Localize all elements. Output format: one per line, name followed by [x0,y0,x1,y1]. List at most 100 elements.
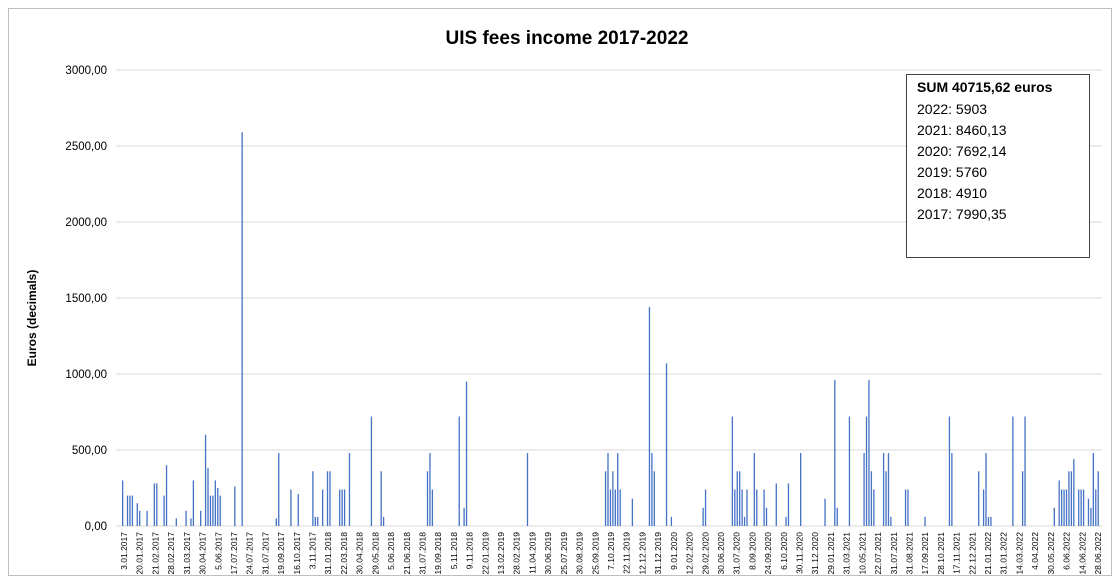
bar [122,480,124,526]
y-tick-label: 1000,00 [65,369,107,381]
y-tick-label: 2000,00 [65,217,107,229]
x-tick-label: 5.06.2018 [386,532,396,570]
bar [146,510,148,526]
x-tick-label: 7.10.2019 [606,532,616,570]
bar [1090,507,1092,526]
bar [904,489,907,526]
bar [156,483,158,526]
x-tick-label: 31.01.2022 [999,532,1009,575]
bar [314,516,316,526]
bar [185,510,187,526]
x-tick-label: 28.02.2017 [166,532,176,575]
x-tick-label: 6.06.2022 [1062,532,1072,570]
x-tick-label: 29.05.2018 [370,532,380,575]
x-tick-label: 28.06.2022 [1093,532,1103,575]
bar [868,380,870,526]
bar [951,453,953,526]
x-tick-label: 29.02.2020 [700,532,710,575]
bar [1070,471,1073,526]
bar [648,307,651,526]
y-tick-label: 3000,00 [65,65,107,77]
x-tick-label: 10.05.2021 [857,532,867,575]
x-tick-label: 8.09.2020 [747,532,757,570]
x-tick-label: 22.07.2021 [873,532,883,575]
bar [1073,459,1075,526]
bar [465,381,468,526]
x-tick-labels: 3.01.2017 20.01.2017 21.02.2017 28.02.2017 3… [119,532,1103,575]
x-tick-label: 31.08.2021 [905,532,915,575]
x-tick-label: 16.10.2017 [292,532,302,575]
bar [192,480,195,526]
bar [787,483,790,526]
bar [190,518,192,526]
x-tick-label: 21.06.2018 [402,532,412,575]
bar [458,416,460,526]
bar [278,453,280,526]
bar [739,471,741,526]
bar [753,453,755,526]
bar [380,471,382,526]
bar [1068,471,1070,526]
bar [619,489,621,526]
bar [1087,498,1090,526]
bar [985,453,987,526]
summary-year-2018: 2018: 4910 [917,185,988,201]
x-tick-label: 9.01.2020 [669,532,679,570]
bar [312,471,314,526]
bar [1012,416,1014,526]
bar [865,416,868,526]
bar [731,416,734,526]
bar [1024,416,1026,526]
x-tick-label: 28.02.2019 [512,532,522,575]
x-tick-label: 30.08.2019 [575,532,585,575]
y-tick-label: 1500,00 [65,293,107,305]
bar [746,489,748,526]
summary-year-2019: 2019: 5760 [917,164,988,180]
x-tick-label: 11.04.2019 [528,532,538,574]
bar [763,489,765,526]
bar [129,495,131,526]
bar [756,489,758,526]
y-tick-label: 2500,00 [65,141,107,153]
bar [139,510,141,526]
x-tick-label: 12.02.2020 [685,532,695,575]
bar [609,489,612,526]
bar [1082,489,1085,526]
summary-year-2022: 2022: 5903 [917,101,988,117]
x-tick-label: 31.03.2021 [842,532,852,575]
bar [741,489,743,526]
bar [165,465,168,526]
x-tick-label: 30.06.2020 [716,532,726,575]
bar [209,495,212,526]
bar [341,489,343,526]
bar [136,503,138,526]
bar [241,132,243,526]
bar [631,498,634,526]
bar [1080,489,1082,526]
x-tick-label: 21.02.2017 [150,532,160,575]
bar [702,507,704,526]
bar [882,453,885,526]
x-tick-label: 19.09.2017 [276,532,286,575]
bar [290,489,292,526]
bar [1021,471,1024,526]
bar [431,489,434,526]
x-tick-label: 17.07.2017 [229,532,239,575]
bar [907,489,909,526]
x-tick-label: 24.07.2017 [245,532,255,575]
bar [670,516,673,526]
x-tick-label: 21.01.2022 [983,532,993,575]
x-tick-label: 31.03.2017 [182,532,192,575]
bar [734,489,736,526]
bar [617,453,619,526]
bar [824,498,826,526]
bar [775,483,777,526]
bar [653,471,655,526]
bar [329,471,331,526]
bar [743,516,746,526]
bar [1058,480,1060,526]
x-tick-label: 30.11.2020 [795,532,805,574]
x-tick-label: 31.07.2020 [732,532,742,575]
bar [463,507,465,526]
bar [651,453,653,526]
